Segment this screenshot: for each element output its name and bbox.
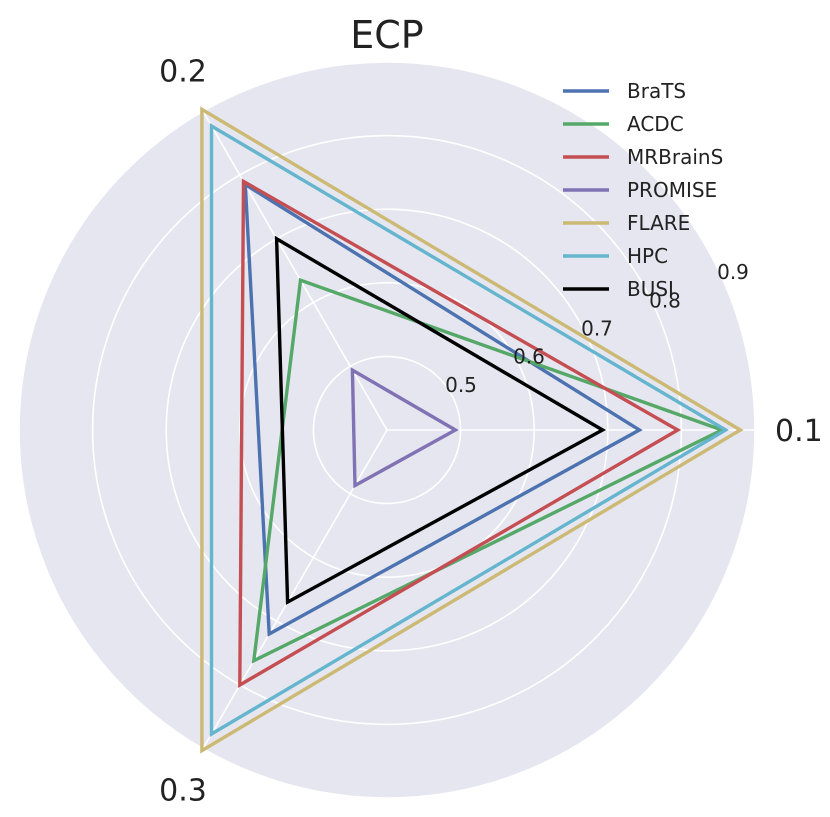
radial-tick-label: 0.7	[581, 317, 613, 341]
series-hpc-polygon	[209, 123, 729, 737]
radial-tick-label: 0.9	[717, 260, 749, 284]
category-label: 0.3	[159, 774, 207, 809]
legend-label: FLARE	[627, 211, 690, 235]
legend-label: BUSI	[627, 277, 674, 301]
category-labels: 0.1 0.2 0.3	[159, 54, 823, 808]
series-layer	[200, 106, 744, 754]
radial-ticks: 0.5 0.6 0.7 0.8 0.9	[445, 260, 749, 397]
series-mrbrains-polygon	[238, 178, 682, 688]
grid	[18, 61, 756, 799]
series-flare-polygon	[200, 106, 744, 754]
legend-label: BraTS	[627, 79, 686, 103]
series-acdc-polygon	[251, 277, 727, 664]
radial-tick-label: 0.5	[445, 373, 477, 397]
chart-title: ECP	[350, 13, 423, 57]
series-brats-polygon	[243, 181, 643, 637]
series-busi-polygon	[274, 235, 607, 605]
legend: BraTS ACDC MRBrainS PROMISE FLARE HPC BUSI	[563, 79, 723, 301]
category-label: 0.2	[159, 54, 207, 89]
series-promise-polygon	[350, 367, 459, 489]
legend-label: ACDC	[627, 112, 684, 136]
grid-spoke	[202, 110, 388, 431]
legend-label: PROMISE	[627, 178, 717, 202]
radial-tick-label: 0.6	[513, 345, 545, 369]
legend-label: MRBrainS	[627, 145, 723, 169]
radial-tick-label: 0.8	[649, 288, 681, 312]
category-label: 0.1	[775, 414, 823, 449]
legend-label: HPC	[627, 244, 668, 268]
